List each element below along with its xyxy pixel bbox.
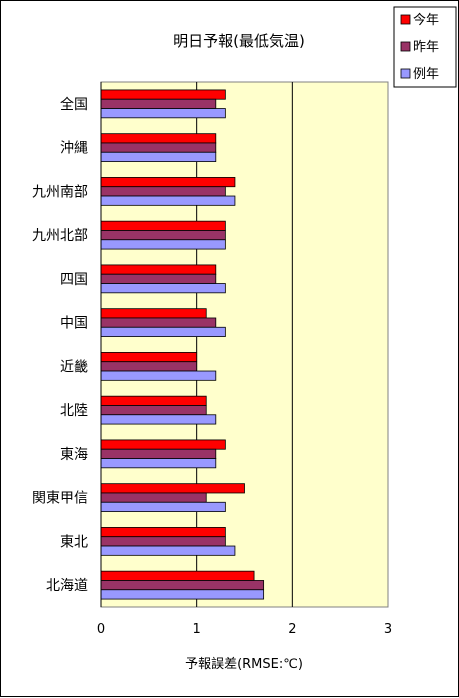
bar [100,220,226,231]
bar [100,570,255,581]
x-tick-label: 1 [193,622,201,637]
bar [100,501,226,512]
category-label: 中国 [60,316,88,332]
bar [100,589,265,600]
x-tick-label: 0 [97,622,105,637]
bar [100,395,207,406]
category-label: 関東甲信 [32,491,88,507]
legend-swatch [400,68,411,79]
x-tick-labels: 0 1 2 3 [97,622,392,637]
legend-label: 昨年 [413,40,439,55]
bar [100,405,207,416]
bar [100,439,226,450]
bar [100,370,217,381]
bar [100,186,226,197]
gridlines [196,82,293,607]
bar [100,317,217,328]
bars [100,89,265,600]
bar [100,580,265,591]
bar [100,414,217,425]
category-label: 全国 [60,96,88,113]
category-label: 九州北部 [32,228,88,244]
bar [100,492,207,503]
bar [100,361,198,372]
bar [100,352,198,363]
legend-swatch [400,14,411,25]
legend-label: 例年 [413,67,439,82]
bar [100,536,226,547]
bar [100,273,217,284]
bar [100,326,226,337]
category-label: 沖縄 [60,141,88,157]
category-label: 四国 [60,272,88,288]
plot-area [100,81,389,608]
x-tick-label: 3 [384,622,392,637]
chart-title: 明日予報(最低気温) [173,32,305,50]
bar [100,458,217,469]
bar [100,230,226,241]
bar [100,108,226,119]
bar [100,151,217,162]
bar [100,545,236,556]
bar [100,264,217,275]
bar [100,195,236,206]
category-label: 北陸 [60,403,88,419]
bar [100,283,226,294]
bar [100,527,226,538]
category-label: 九州南部 [32,184,88,200]
legend-label: 今年 [413,12,439,28]
bar [100,308,207,319]
bar [100,89,226,100]
bar [100,98,217,109]
legend-swatch [400,41,411,52]
x-tick-label: 2 [288,622,296,637]
bar [100,239,226,250]
category-label: 東海 [60,447,88,463]
category-label: 東北 [60,534,88,550]
bar [100,483,245,494]
bar [100,133,217,144]
bar [100,142,217,153]
category-label: 北海道 [46,578,88,594]
x-axis-label: 予報誤差(RMSE:℃) [185,656,303,672]
category-label: 近畿 [60,359,88,375]
bar [100,448,217,459]
bar [100,177,236,188]
